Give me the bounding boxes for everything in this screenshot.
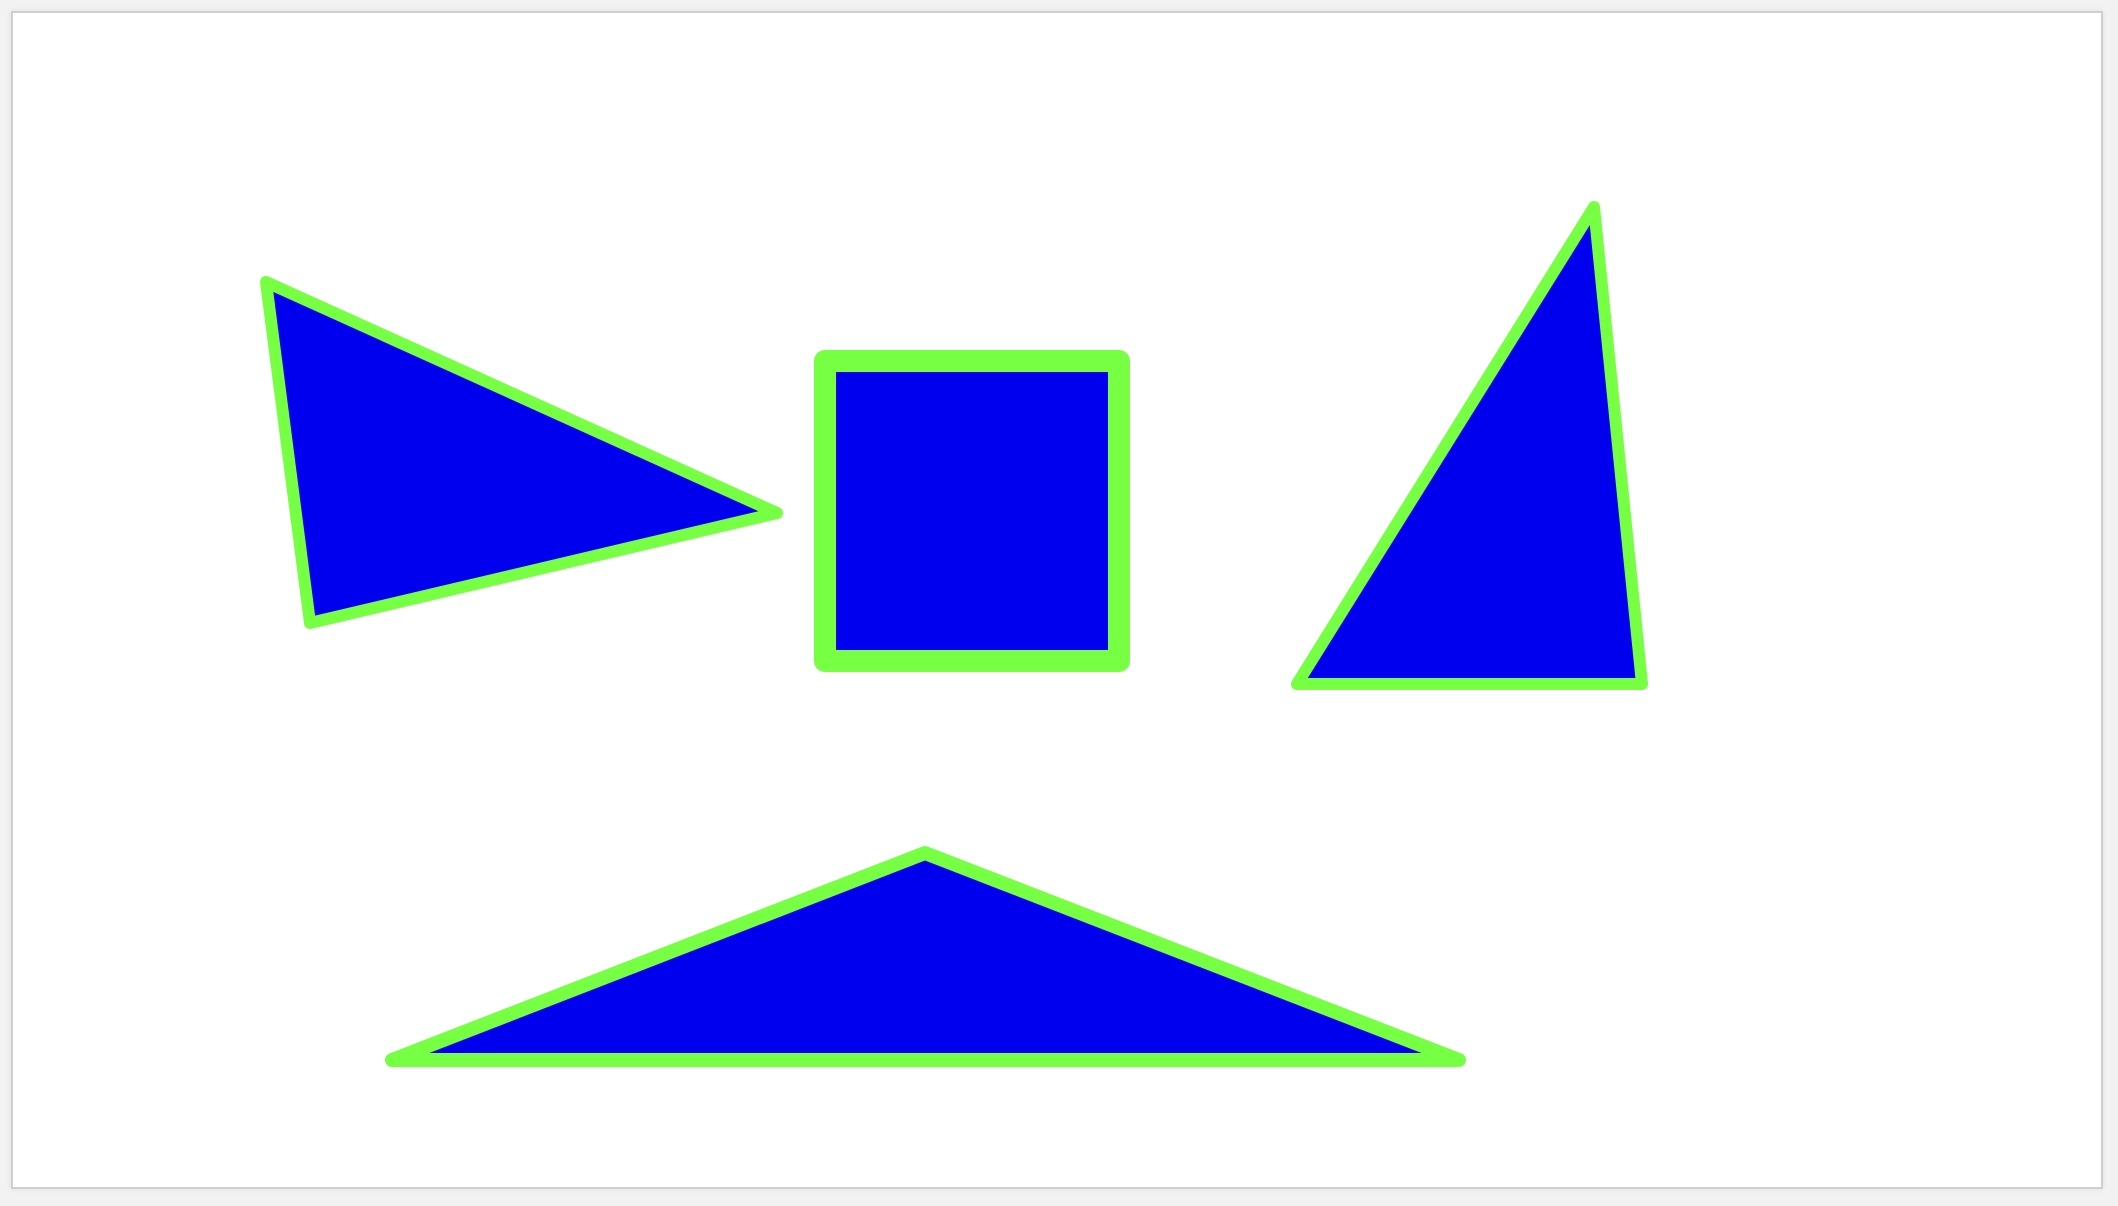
left-triangle: [266, 282, 777, 623]
right-triangle: [1297, 207, 1642, 684]
center-square: [825, 361, 1119, 661]
bottom-triangle: [392, 853, 1459, 1060]
